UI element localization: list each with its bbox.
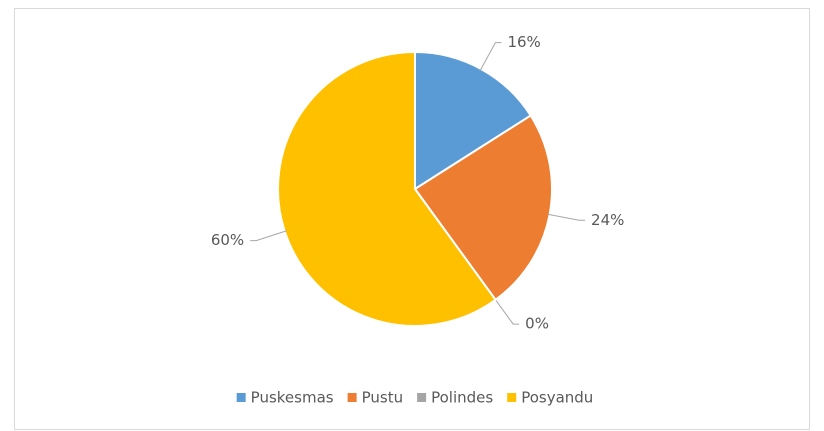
data-label: 16%	[507, 33, 540, 51]
legend-label: Pustu	[362, 389, 404, 407]
data-label: 60%	[211, 231, 244, 249]
legend-label: Posyandu	[521, 389, 593, 407]
legend-swatch	[417, 393, 427, 402]
leader-line	[493, 297, 520, 325]
legend-swatch	[347, 393, 357, 402]
leader-line	[250, 230, 287, 242]
legend-swatch	[236, 393, 246, 402]
leader-line	[479, 42, 502, 71]
leader-line	[547, 213, 586, 221]
legend-label: Puskesmas	[251, 389, 334, 407]
data-label: 24%	[591, 211, 624, 229]
data-label: 0%	[525, 315, 549, 333]
legend-swatch	[507, 393, 517, 402]
legend-label: Polindes	[431, 389, 493, 407]
